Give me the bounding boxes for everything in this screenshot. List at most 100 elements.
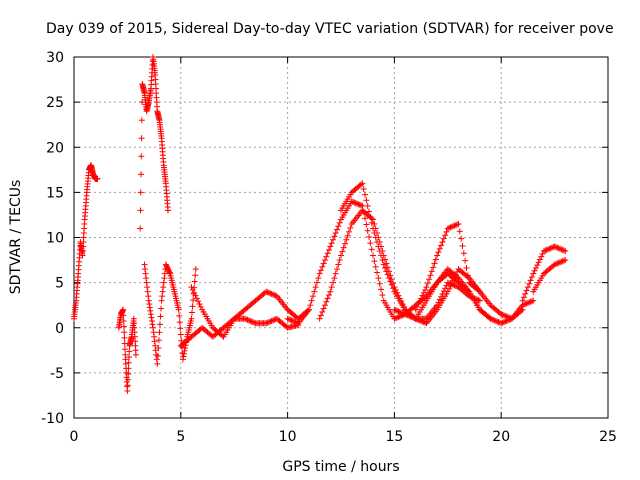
data-marker-arc-05 xyxy=(268,317,275,324)
grid-lines xyxy=(74,57,608,418)
data-marker-arc-08 xyxy=(320,305,327,312)
data-point-arc-04 xyxy=(150,324,157,331)
y-tick-label: 25 xyxy=(46,95,64,111)
data-marker-arc-12 xyxy=(560,247,567,254)
data-marker-arc-09 xyxy=(368,219,375,226)
data-marker-arc-10 xyxy=(398,309,405,316)
data-marker-arc-05 xyxy=(249,319,256,326)
data-marker-arc-08 xyxy=(382,256,389,263)
data-marker-arc-10 xyxy=(394,307,401,314)
data-marker-arc-06 xyxy=(195,298,202,305)
data-marker-arc-08 xyxy=(335,261,342,268)
data-marker-arc-08 xyxy=(339,248,346,255)
data-marker-arc-11 xyxy=(450,223,457,230)
data-marker-arc-11 xyxy=(436,245,443,252)
data-marker-arc-05 xyxy=(264,319,271,326)
data-marker-arc-10 xyxy=(450,277,457,284)
data-marker-arc-04 xyxy=(159,288,166,295)
data-point-arc-12 xyxy=(540,248,547,255)
data-point-arc-07 xyxy=(530,297,537,304)
data-marker-arc-12 xyxy=(524,284,531,291)
data-marker-arc-04 xyxy=(153,356,160,363)
data-marker-arc-11 xyxy=(458,235,465,242)
data-marker-arc-04 xyxy=(151,333,158,340)
data-marker-arc-07 xyxy=(367,240,374,247)
data-marker-arc-07 xyxy=(315,275,322,282)
data-marker-arc-07 xyxy=(307,302,314,309)
data-marker-arc-11 xyxy=(464,272,471,279)
data-point-arc-12 xyxy=(562,248,569,255)
y-tick-label: 30 xyxy=(46,50,64,66)
data-marker-arc-02 xyxy=(124,382,131,389)
data-marker-arc-04 xyxy=(181,350,188,357)
data-point-arc-04 xyxy=(188,315,195,322)
data-marker-arc-06 xyxy=(268,290,275,297)
data-marker-arc-07 xyxy=(354,200,361,207)
data-marker-arc-10 xyxy=(503,313,510,320)
data-marker-arc-09 xyxy=(367,214,374,221)
data-marker-arc-10 xyxy=(446,285,453,292)
data-marker-arc-09 xyxy=(362,191,369,198)
data-marker-arc-07 xyxy=(355,201,362,208)
data-marker-arc-04 xyxy=(157,313,164,320)
data-marker-arc-10 xyxy=(447,283,454,290)
data-point-arc-08 xyxy=(338,252,344,259)
data-marker-arc-04 xyxy=(177,331,184,338)
data-marker-arc-07 xyxy=(500,319,507,326)
data-marker-arc-13 xyxy=(556,259,563,266)
data-marker-arc-07 xyxy=(499,319,506,326)
data-marker-arc-11 xyxy=(416,298,423,305)
data-point-arc-04 xyxy=(175,306,182,313)
data-marker-arc-05 xyxy=(244,316,251,323)
data-marker-arc-07 xyxy=(333,226,340,233)
data-marker-arc-08 xyxy=(436,296,443,303)
data-marker-arc-07 xyxy=(374,269,381,276)
y-tick-label: 10 xyxy=(46,231,64,247)
data-marker-arc-12 xyxy=(523,287,530,294)
data-marker-arc-11 xyxy=(427,272,434,279)
data-point-arc-10 xyxy=(444,288,451,295)
data-point-arc-13 xyxy=(562,257,569,264)
data-marker-arc-04 xyxy=(166,269,173,276)
data-marker-arc-08 xyxy=(324,295,331,302)
y-tick-label: 0 xyxy=(55,321,64,337)
data-point-arc-04 xyxy=(154,360,161,367)
data-marker-arc-10 xyxy=(420,319,427,326)
data-point-arc-11 xyxy=(434,252,441,259)
y-tick-label: 15 xyxy=(46,185,64,201)
data-marker-arc-04 xyxy=(142,270,149,277)
data-marker-arc-10 xyxy=(499,311,506,318)
data-marker-arc-11 xyxy=(431,260,438,267)
data-marker-arc-11 xyxy=(438,242,445,249)
data-point-arc-08 xyxy=(444,279,451,286)
data-point-arc-11 xyxy=(455,220,462,227)
data-marker-arc-09 xyxy=(376,248,383,255)
data-marker-arc-07 xyxy=(285,316,292,323)
data-point-arc-04 xyxy=(145,297,152,304)
data-marker-arc-02 xyxy=(124,376,131,383)
data-marker-arc-11 xyxy=(424,280,431,287)
data-marker-arc-13 xyxy=(558,258,565,265)
data-marker-arc-08 xyxy=(371,220,378,227)
data-marker-arc-09 xyxy=(366,208,373,215)
chart-title: Day 039 of 2015, Sidereal Day-to-day VTE… xyxy=(46,21,614,37)
data-marker-arc-09 xyxy=(360,185,367,192)
data-marker-arc-02 xyxy=(125,359,132,366)
data-marker-arc-04 xyxy=(189,303,196,310)
data-marker-arc-10 xyxy=(404,312,411,319)
data-point-arc-05 xyxy=(263,320,270,327)
data-point-arc-06 xyxy=(263,288,270,295)
data-marker-arc-10 xyxy=(408,314,415,321)
data-marker-arc-07 xyxy=(287,316,294,323)
data-marker-arc-09 xyxy=(375,243,382,250)
data-points xyxy=(71,54,569,394)
data-marker-arc-06 xyxy=(267,290,274,297)
data-marker-arc-05 xyxy=(251,319,258,326)
data-marker-arc-05 xyxy=(269,317,276,324)
data-marker-arc-07 xyxy=(335,223,342,230)
data-marker-arc-06 xyxy=(197,303,204,310)
data-point-arc-10 xyxy=(498,311,505,318)
data-marker-arc-12 xyxy=(548,244,555,251)
data-marker-arc-11 xyxy=(462,257,469,264)
data-marker-arc-04 xyxy=(180,353,187,360)
